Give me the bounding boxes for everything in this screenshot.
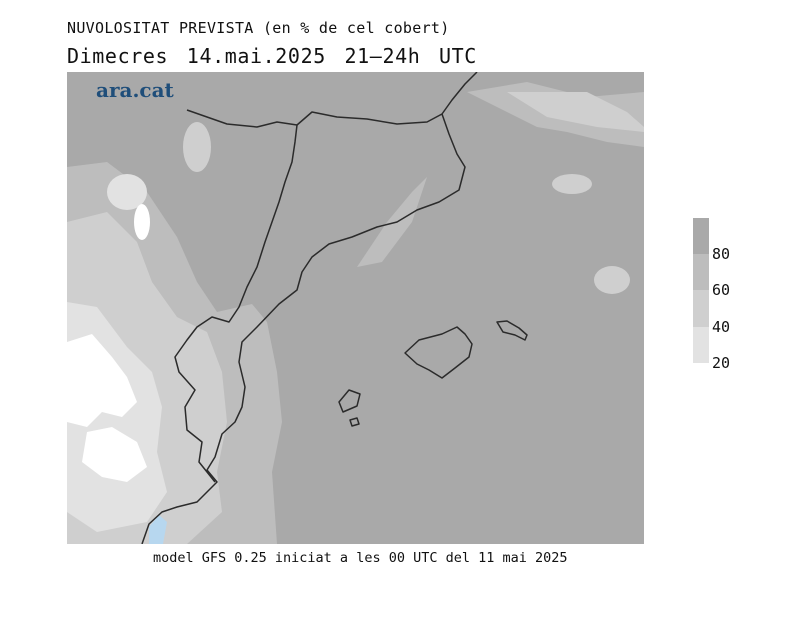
cloud-cover-legend: 80 60 40 20	[693, 218, 730, 372]
title-period: 21–24h UTC	[344, 44, 477, 68]
clear-area	[67, 334, 137, 427]
title-date: 14.mai.2025	[186, 44, 326, 68]
catalonia-coast	[141, 113, 466, 544]
legend-label-20: 20	[712, 354, 731, 372]
pyrenees-border	[186, 72, 478, 128]
cloud-field-40-east	[507, 92, 644, 132]
legend-label-80: 80	[712, 245, 731, 263]
clear-patch	[134, 204, 150, 240]
legend-swatch-60	[693, 254, 709, 290]
legend-swatch-20	[693, 327, 709, 363]
sea-patch	[149, 515, 167, 544]
cloud-patch-40	[552, 174, 592, 194]
mallorca-island	[404, 326, 473, 379]
formentera-island	[349, 417, 360, 427]
model-info-footer: model GFS 0.25 iniciat a les 00 UTC del …	[153, 550, 568, 566]
legend-swatch-40	[693, 290, 709, 327]
menorca-island	[496, 320, 528, 341]
map-title-date: Dimecres 14.mai.2025 21–24h UTC	[67, 44, 477, 68]
ara-cat-logo: ara.cat	[96, 78, 174, 102]
title-day: Dimecres	[67, 44, 169, 68]
map-canvas	[67, 72, 644, 544]
eivissa-island	[338, 389, 361, 413]
map-title-variable: NUVOLOSITAT PREVISTA (en % de cel cobert…	[67, 19, 450, 37]
cloud-patch-20	[107, 174, 147, 210]
legend-label-40: 40	[712, 318, 731, 336]
catalonia-border	[174, 124, 298, 483]
legend-swatch-80	[693, 218, 709, 254]
cloud-cover-map	[67, 72, 644, 544]
cloud-field-60-coast	[357, 177, 427, 267]
cloud-patch-40-b	[594, 266, 630, 294]
cloud-patch-40-c	[183, 122, 211, 172]
clear-area-b	[82, 427, 147, 482]
legend-label-60: 60	[712, 281, 731, 299]
